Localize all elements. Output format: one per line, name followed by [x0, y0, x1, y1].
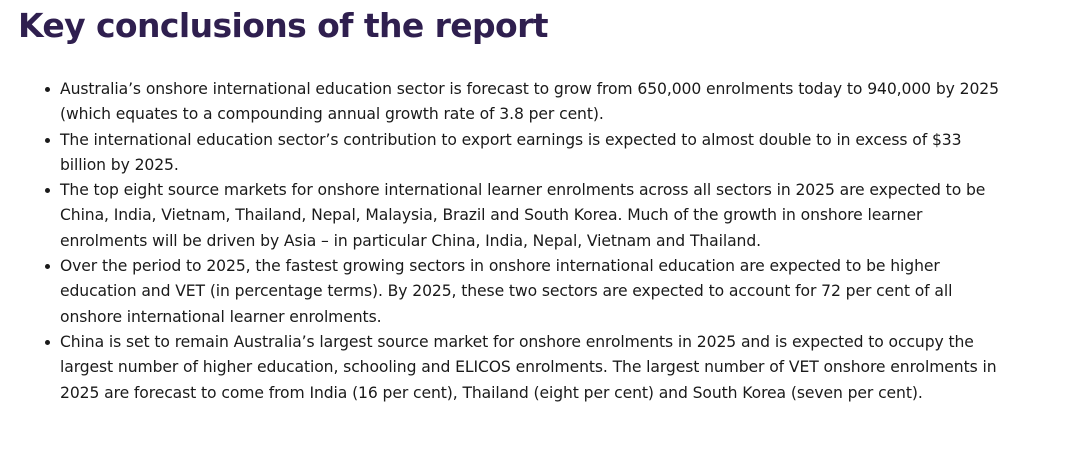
bullet-icon	[45, 264, 50, 270]
bullet-icon	[45, 188, 50, 194]
conclusions-list: Australia’s onshore international educat…	[0, 77, 1005, 406]
list-item: China is set to remain Australia’s large…	[0, 330, 1005, 406]
list-item: Australia’s onshore international educat…	[0, 77, 1005, 128]
list-item-text: The top eight source markets for onshore…	[60, 181, 986, 250]
list-item: Over the period to 2025, the fastest gro…	[0, 254, 1005, 330]
bullet-icon	[45, 137, 50, 143]
list-item: The international education sector’s con…	[0, 128, 1005, 179]
page-title: Key conclusions of the report	[18, 6, 549, 45]
list-item-text: Australia’s onshore international educat…	[60, 80, 999, 124]
list-item: The top eight source markets for onshore…	[0, 178, 1005, 254]
list-item-text: Over the period to 2025, the fastest gro…	[60, 257, 953, 326]
list-item-text: The international education sector’s con…	[60, 130, 962, 174]
bullet-icon	[45, 87, 50, 92]
bullet-icon	[45, 339, 50, 345]
list-item-text: China is set to remain Australia’s large…	[60, 332, 997, 402]
